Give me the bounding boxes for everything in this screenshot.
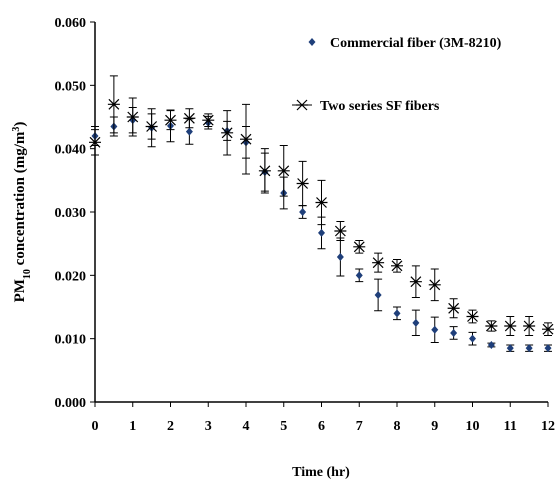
x-tick-label: 5 bbox=[280, 419, 287, 434]
x-tick-label: 1 bbox=[129, 419, 136, 434]
y-label-sub: 10 bbox=[22, 269, 33, 279]
y-tick-label: 0.010 bbox=[55, 333, 87, 348]
point bbox=[258, 165, 271, 177]
point bbox=[469, 334, 476, 343]
point bbox=[89, 136, 101, 148]
legend-marker bbox=[308, 38, 316, 46]
point bbox=[525, 344, 533, 353]
point bbox=[355, 271, 363, 280]
point bbox=[221, 127, 234, 139]
legend-label: Commercial fiber (3M-8210) bbox=[330, 36, 502, 51]
point bbox=[504, 320, 517, 332]
point bbox=[353, 241, 366, 253]
point bbox=[336, 252, 344, 261]
point bbox=[544, 344, 552, 353]
point bbox=[318, 228, 325, 237]
x-tick-label: 11 bbox=[504, 419, 517, 434]
x-tick-label: 7 bbox=[356, 419, 363, 434]
point bbox=[393, 309, 401, 318]
point bbox=[523, 320, 536, 332]
point bbox=[431, 325, 439, 334]
point bbox=[334, 225, 347, 237]
point bbox=[372, 257, 385, 269]
y-label-part: concentration (mg/m bbox=[12, 131, 28, 269]
y-axis-label: PM10 concentration (mg/m3) bbox=[11, 122, 33, 303]
y-tick-label: 0.000 bbox=[55, 396, 87, 411]
legend-label: Two series SF fibers bbox=[320, 99, 440, 114]
y-tick-label: 0.020 bbox=[55, 269, 87, 284]
point bbox=[450, 328, 458, 337]
point bbox=[487, 341, 495, 349]
y-label-part: ) bbox=[12, 122, 28, 127]
point bbox=[315, 197, 328, 208]
x-tick-label: 8 bbox=[394, 419, 401, 434]
point bbox=[447, 302, 460, 314]
x-tick-label: 3 bbox=[205, 419, 212, 434]
point bbox=[126, 111, 139, 123]
x-tick-label: 9 bbox=[431, 419, 438, 434]
y-label-sup: 3 bbox=[11, 127, 22, 132]
y-tick-label: 0.030 bbox=[55, 206, 87, 221]
point bbox=[277, 165, 290, 177]
point bbox=[374, 290, 382, 299]
point bbox=[506, 344, 514, 353]
point bbox=[107, 98, 120, 110]
point bbox=[164, 114, 177, 126]
point bbox=[299, 208, 307, 216]
point bbox=[428, 279, 441, 291]
x-tick-label: 0 bbox=[92, 419, 99, 434]
point bbox=[412, 318, 420, 327]
y-tick-label: 0.050 bbox=[55, 79, 87, 94]
point bbox=[485, 320, 498, 332]
x-tick-label: 2 bbox=[167, 419, 174, 434]
x-axis-label: Time (hr) bbox=[292, 465, 350, 480]
point bbox=[185, 127, 193, 136]
point bbox=[391, 260, 403, 272]
point bbox=[409, 276, 422, 288]
x-tick-label: 4 bbox=[243, 419, 250, 434]
y-tick-label: 0.060 bbox=[55, 16, 87, 31]
point bbox=[542, 323, 554, 335]
x-tick-label: 12 bbox=[541, 419, 555, 434]
point bbox=[296, 178, 309, 189]
x-tick-label: 6 bbox=[318, 419, 325, 434]
x-tick-label: 10 bbox=[466, 419, 480, 434]
y-label-part: PM bbox=[12, 279, 28, 302]
point bbox=[145, 121, 158, 132]
y-tick-label: 0.040 bbox=[55, 143, 87, 158]
point bbox=[240, 133, 252, 145]
point bbox=[466, 311, 479, 322]
legend-marker bbox=[296, 99, 308, 111]
point bbox=[202, 114, 215, 126]
point bbox=[183, 112, 196, 124]
